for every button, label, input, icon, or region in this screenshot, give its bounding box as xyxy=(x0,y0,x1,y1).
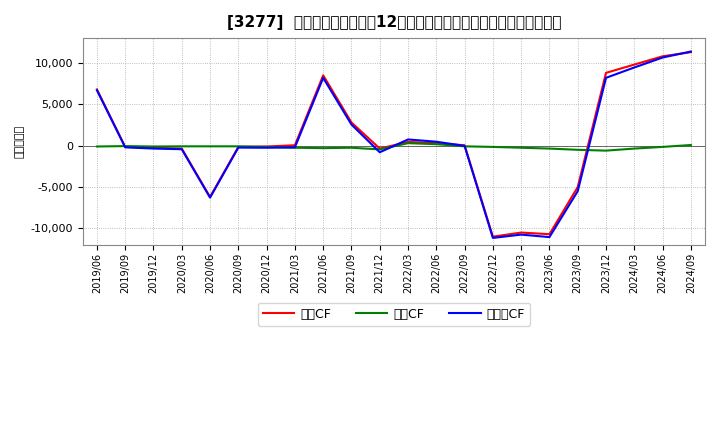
営業CF xyxy=(687,50,696,55)
営業CF xyxy=(149,145,158,150)
Line: 投資CF: 投資CF xyxy=(97,143,691,150)
投資CF xyxy=(432,142,441,147)
営業CF xyxy=(545,231,554,237)
フリーCF xyxy=(432,139,441,144)
フリーCF xyxy=(93,88,102,93)
営業CF xyxy=(93,87,102,92)
投資CF xyxy=(404,140,413,146)
営業CF xyxy=(234,144,243,150)
営業CF xyxy=(347,120,356,125)
営業CF xyxy=(489,234,498,239)
営業CF xyxy=(658,54,667,59)
投資CF xyxy=(687,143,696,148)
営業CF xyxy=(206,194,215,200)
フリーCF xyxy=(121,145,130,150)
Line: 営業CF: 営業CF xyxy=(97,52,691,237)
営業CF xyxy=(262,144,271,149)
投資CF xyxy=(234,144,243,149)
フリーCF xyxy=(149,146,158,151)
投資CF xyxy=(319,146,328,151)
投資CF xyxy=(206,144,215,149)
フリーCF xyxy=(291,145,300,150)
投資CF xyxy=(489,144,498,150)
フリーCF xyxy=(573,188,582,194)
フリーCF xyxy=(489,235,498,241)
フリーCF xyxy=(375,150,384,155)
フリーCF xyxy=(319,75,328,81)
投資CF xyxy=(177,144,186,149)
投資CF xyxy=(347,145,356,150)
Line: フリーCF: フリーCF xyxy=(97,51,691,238)
フリーCF xyxy=(177,147,186,152)
投資CF xyxy=(149,144,158,149)
営業CF xyxy=(573,184,582,190)
投資CF xyxy=(573,147,582,152)
フリーCF xyxy=(404,137,413,142)
営業CF xyxy=(319,73,328,78)
営業CF xyxy=(177,146,186,151)
投資CF xyxy=(517,145,526,150)
営業CF xyxy=(404,139,413,145)
フリーCF xyxy=(545,235,554,240)
投資CF xyxy=(375,147,384,152)
投資CF xyxy=(602,148,611,153)
フリーCF xyxy=(460,143,469,149)
投資CF xyxy=(93,144,102,149)
フリーCF xyxy=(517,232,526,237)
投資CF xyxy=(658,144,667,150)
フリーCF xyxy=(658,55,667,60)
フリーCF xyxy=(687,49,696,54)
営業CF xyxy=(460,143,469,148)
投資CF xyxy=(262,144,271,150)
営業CF xyxy=(291,143,300,148)
Title: [3277]  キャッシュフローの12か月移動合計の対前年同期増減額の推移: [3277] キャッシュフローの12か月移動合計の対前年同期増減額の推移 xyxy=(227,15,561,30)
営業CF xyxy=(517,230,526,235)
フリーCF xyxy=(234,145,243,150)
営業CF xyxy=(121,144,130,150)
投資CF xyxy=(460,144,469,149)
Legend: 営業CF, 投資CF, フリーCF: 営業CF, 投資CF, フリーCF xyxy=(258,303,530,326)
営業CF xyxy=(432,140,441,146)
フリーCF xyxy=(262,145,271,150)
フリーCF xyxy=(347,122,356,127)
営業CF xyxy=(602,70,611,76)
投資CF xyxy=(121,143,130,149)
フリーCF xyxy=(602,75,611,81)
Y-axis label: （百万円）: （百万円） xyxy=(15,125,25,158)
営業CF xyxy=(630,62,639,67)
投資CF xyxy=(291,145,300,150)
営業CF xyxy=(375,146,384,151)
フリーCF xyxy=(206,195,215,200)
投資CF xyxy=(545,146,554,151)
フリーCF xyxy=(630,65,639,70)
投資CF xyxy=(630,146,639,151)
